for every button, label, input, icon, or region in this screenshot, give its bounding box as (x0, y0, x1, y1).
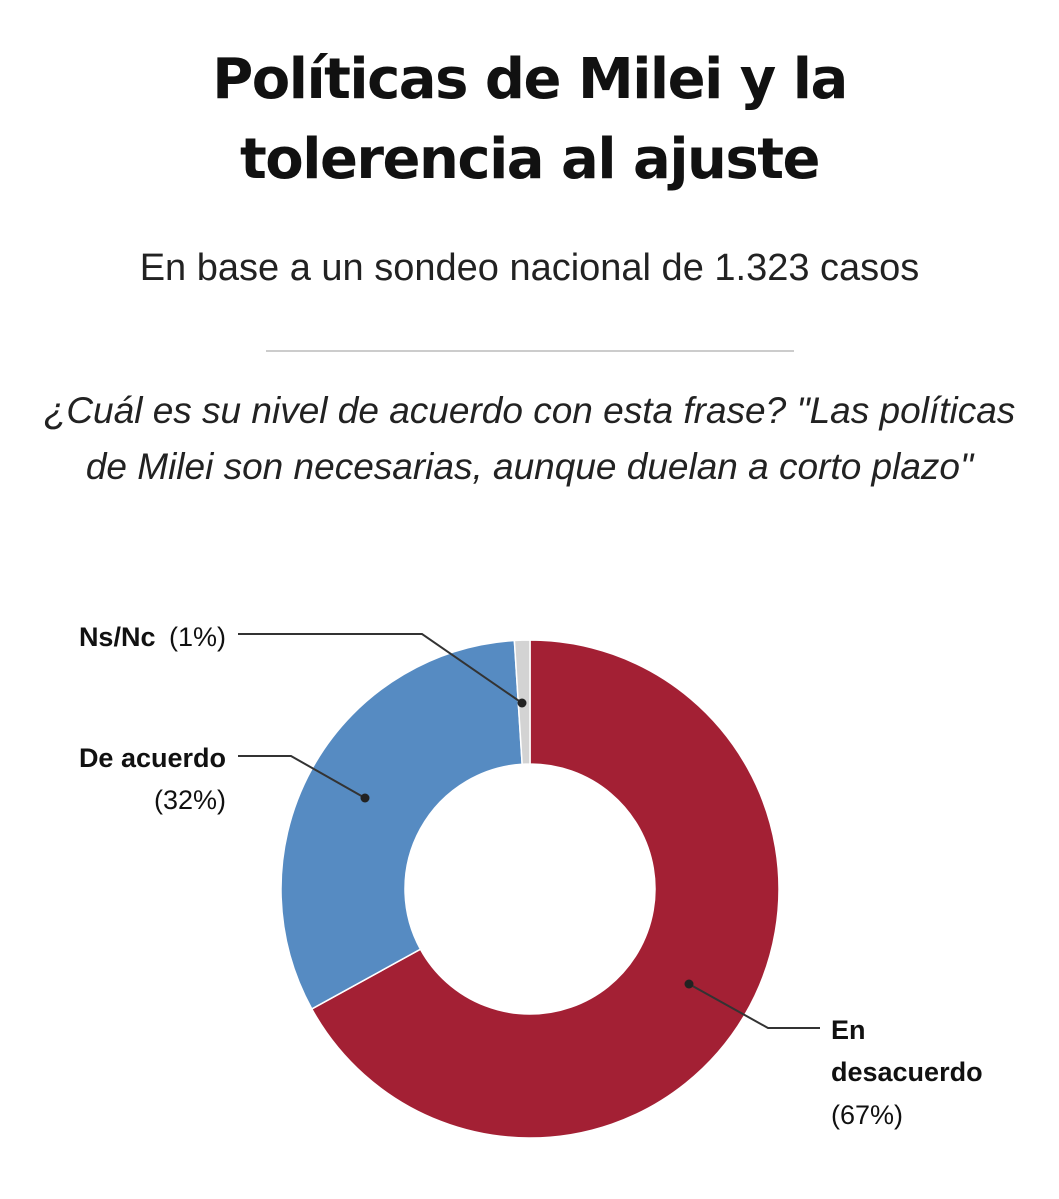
label-en-desacuerdo-line-1: En (831, 1015, 866, 1045)
divider (266, 350, 794, 352)
leader-ns-nc (238, 633, 523, 704)
slice-de-acuerdo (280, 639, 523, 1010)
title-line-1: Políticas de Milei y la (212, 47, 848, 112)
leader-ns-nc-dot (517, 698, 527, 708)
chart-subtitle: En base a un sondeo nacional de 1.323 ca… (139, 247, 920, 289)
label-en-desacuerdo-value: (67%) (831, 1100, 903, 1130)
leader-de-acuerdo (238, 755, 366, 799)
label-en-desacuerdo-name: En desacuerdo (831, 1015, 983, 1087)
leader-en-desacuerdo-dot (684, 979, 694, 989)
survey-question: ¿Cuál es su nivel de acuerdo con esta fr… (43, 390, 1016, 487)
leader-en-desacuerdo (688, 983, 820, 1029)
title-line-2: tolerencia al ajuste (240, 127, 820, 192)
slice-en-desacuerdo (310, 639, 780, 1139)
label-de-acuerdo-value: (32%) (154, 785, 226, 815)
label-leaders (238, 633, 820, 1029)
leader-de-acuerdo-dot (360, 793, 370, 803)
label-en-desacuerdo-line-2: desacuerdo (831, 1057, 983, 1087)
label-ns-nc-value: (1%) (169, 622, 226, 652)
label-de-acuerdo-name: De acuerdo (79, 743, 226, 773)
chart-title: Políticas de Milei y la tolerencia al aj… (0, 40, 1059, 200)
label-ns-nc: Ns/Nc (1%) (79, 622, 226, 652)
label-ns-nc-name: Ns/Nc (79, 622, 156, 652)
donut-slices (280, 639, 780, 1139)
